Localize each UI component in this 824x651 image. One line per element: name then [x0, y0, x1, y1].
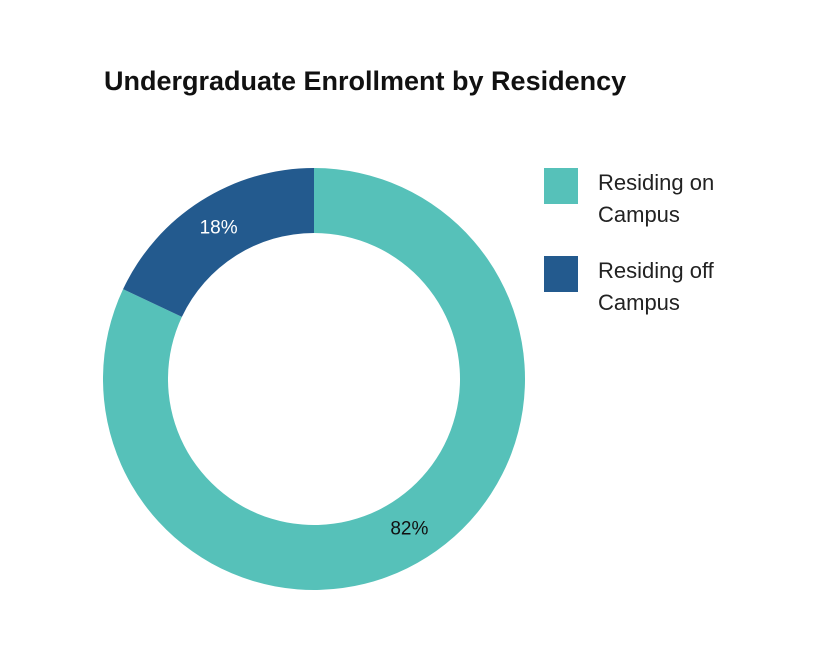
value-label: 82% [390, 518, 428, 539]
legend-label: Residing on Campus [598, 170, 715, 227]
value-label: 18% [200, 218, 238, 239]
legend-label: Residing off Campus [598, 258, 714, 315]
donut-slice [102, 168, 526, 591]
legend-swatch [544, 168, 578, 204]
chart-title: Undergraduate Enrollment by Residency [104, 66, 627, 96]
legend-swatch [544, 256, 578, 292]
donut-slice [123, 168, 315, 317]
